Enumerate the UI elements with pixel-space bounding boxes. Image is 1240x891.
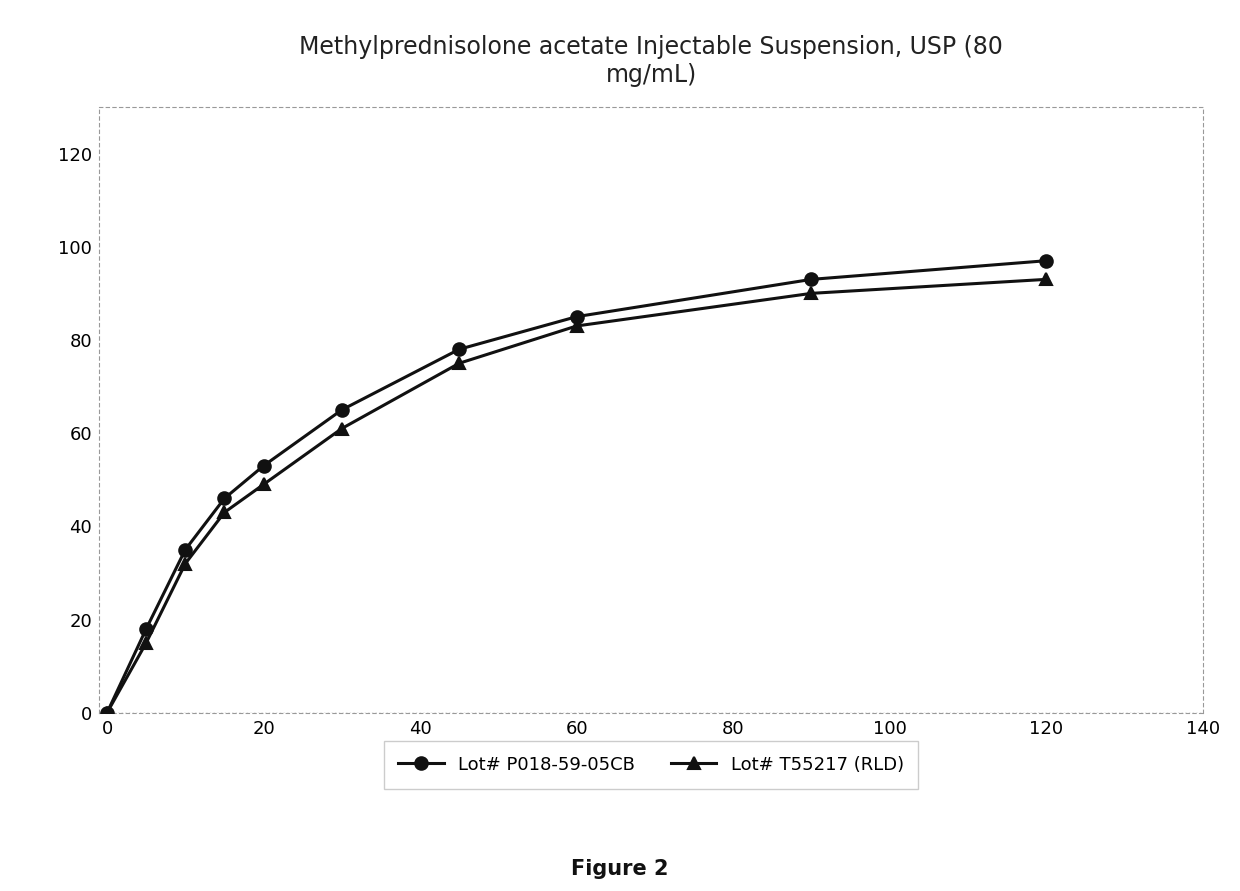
Lot# P018-59-05CB [217,493,232,503]
Line: Lot# P018-59-05CB: Lot# P018-59-05CB [100,255,1053,719]
Lot# P018-59-05CB [451,344,466,355]
Line: Lot# T55217 (RLD): Lot# T55217 (RLD) [100,274,1053,719]
Lot# P018-59-05CB [99,707,114,718]
Lot# T55217 (RLD) [335,423,350,434]
Title: Methylprednisolone acetate Injectable Suspension, USP (80
mg/mL): Methylprednisolone acetate Injectable Su… [299,35,1003,87]
Lot# T55217 (RLD) [569,321,584,331]
Lot# T55217 (RLD) [217,507,232,518]
Lot# P018-59-05CB [804,274,818,285]
Lot# T55217 (RLD) [177,559,192,569]
Lot# T55217 (RLD) [257,479,272,490]
Lot# T55217 (RLD) [804,288,818,298]
Lot# P018-59-05CB [335,405,350,415]
Lot# P018-59-05CB [257,461,272,471]
Lot# P018-59-05CB [177,544,192,555]
Lot# T55217 (RLD) [99,707,114,718]
Lot# T55217 (RLD) [451,358,466,369]
Lot# P018-59-05CB [1039,256,1054,266]
Legend: Lot# P018-59-05CB, Lot# T55217 (RLD): Lot# P018-59-05CB, Lot# T55217 (RLD) [384,741,918,789]
Text: Figure 2: Figure 2 [572,859,668,879]
Lot# T55217 (RLD) [1039,274,1054,285]
Lot# P018-59-05CB [569,311,584,322]
Lot# P018-59-05CB [139,624,154,634]
Lot# T55217 (RLD) [139,638,154,649]
